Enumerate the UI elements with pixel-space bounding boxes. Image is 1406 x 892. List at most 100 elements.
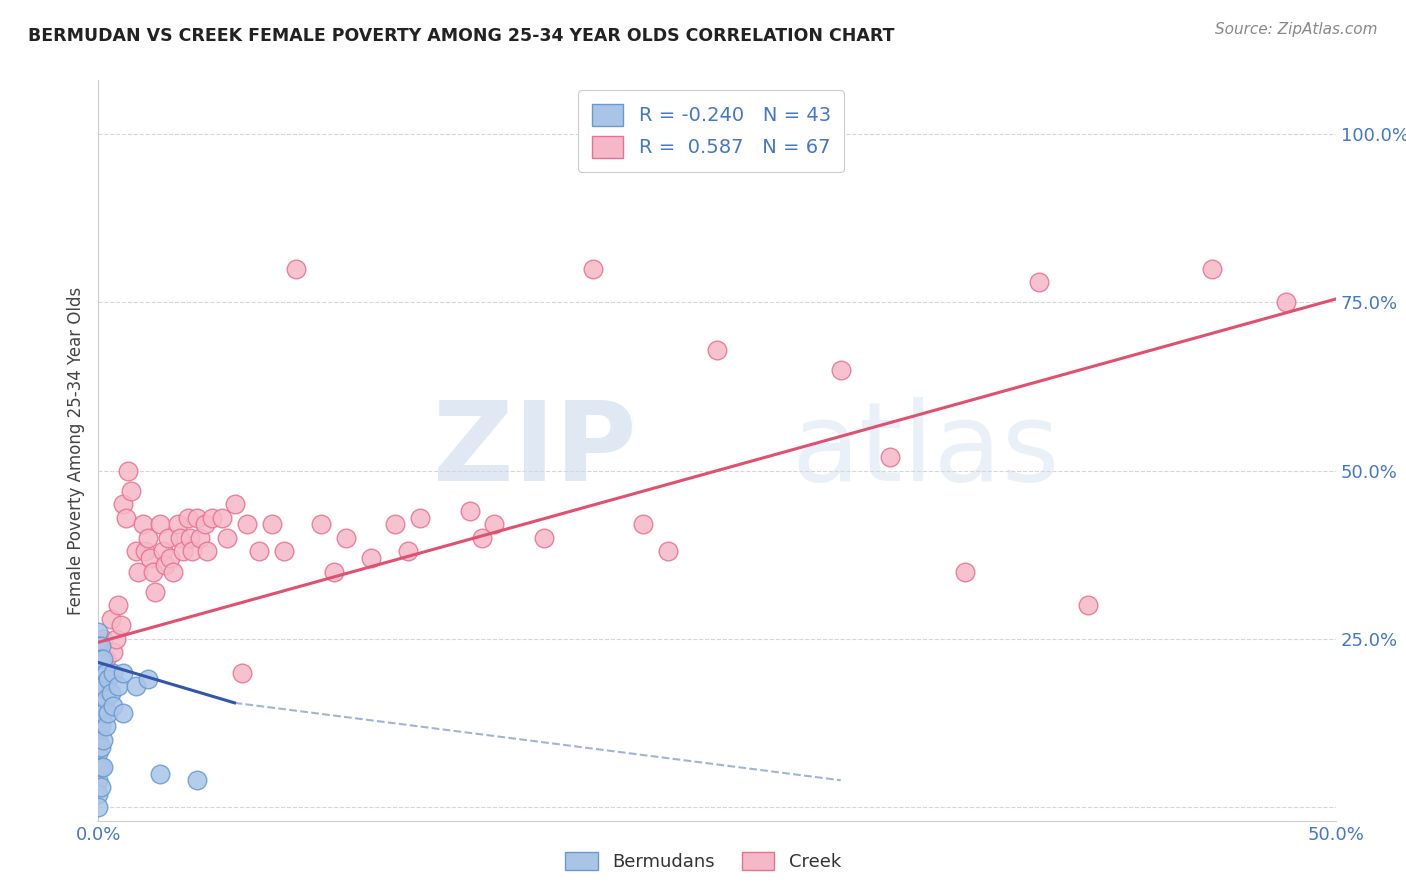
Point: [179, 531, 201, 545]
Point: [87, 719, 110, 733]
Point: [124, 544, 146, 558]
Point: [142, 565, 165, 579]
Point: [181, 544, 204, 558]
Point: [90, 699, 112, 714]
Point: [87, 692, 110, 706]
Point: [211, 510, 233, 524]
Point: [830, 362, 852, 376]
Point: [90, 679, 112, 693]
Point: [87, 679, 110, 693]
Point: [93, 732, 115, 747]
Point: [103, 665, 125, 680]
Point: [124, 679, 146, 693]
Point: [231, 665, 253, 680]
Point: [217, 531, 239, 545]
Point: [149, 766, 172, 780]
Point: [94, 665, 117, 680]
Point: [285, 261, 308, 276]
Legend: Bermudans, Creek: Bermudans, Creek: [558, 845, 848, 879]
Point: [162, 565, 184, 579]
Point: [87, 760, 110, 774]
Point: [87, 747, 110, 761]
Point: [87, 625, 110, 640]
Point: [97, 665, 120, 680]
Point: [103, 645, 125, 659]
Point: [93, 706, 115, 720]
Text: ZIP: ZIP: [433, 397, 637, 504]
Point: [159, 551, 181, 566]
Point: [156, 531, 179, 545]
Point: [87, 787, 110, 801]
Text: atlas: atlas: [792, 397, 1060, 504]
Point: [194, 517, 217, 532]
Point: [87, 773, 110, 788]
Point: [152, 544, 174, 558]
Text: Source: ZipAtlas.com: Source: ZipAtlas.com: [1215, 22, 1378, 37]
Point: [471, 531, 494, 545]
Point: [112, 497, 135, 511]
Point: [169, 531, 191, 545]
Point: [103, 699, 125, 714]
Point: [100, 612, 122, 626]
Point: [90, 739, 112, 754]
Point: [87, 800, 110, 814]
Point: [155, 558, 177, 572]
Text: BERMUDAN VS CREEK FEMALE POVERTY AMONG 25-34 YEAR OLDS CORRELATION CHART: BERMUDAN VS CREEK FEMALE POVERTY AMONG 2…: [28, 27, 894, 45]
Point: [201, 510, 224, 524]
Point: [260, 517, 283, 532]
Point: [166, 517, 188, 532]
Point: [1275, 295, 1298, 310]
Point: [224, 497, 246, 511]
Point: [87, 732, 110, 747]
Point: [93, 760, 115, 774]
Point: [93, 652, 115, 666]
Point: [100, 686, 122, 700]
Point: [90, 780, 112, 794]
Point: [94, 719, 117, 733]
Point: [127, 565, 149, 579]
Point: [657, 544, 679, 558]
Point: [112, 706, 135, 720]
Point: [120, 483, 142, 498]
Point: [1077, 599, 1099, 613]
Point: [188, 531, 211, 545]
Point: [104, 632, 127, 646]
Point: [90, 639, 112, 653]
Point: [90, 665, 112, 680]
Point: [533, 531, 555, 545]
Y-axis label: Female Poverty Among 25-34 Year Olds: Female Poverty Among 25-34 Year Olds: [66, 286, 84, 615]
Point: [90, 652, 112, 666]
Point: [87, 652, 110, 666]
Point: [186, 510, 208, 524]
Point: [396, 544, 419, 558]
Point: [172, 544, 194, 558]
Point: [132, 517, 155, 532]
Point: [953, 565, 976, 579]
Point: [360, 551, 382, 566]
Point: [87, 706, 110, 720]
Point: [139, 551, 162, 566]
Point: [117, 464, 139, 478]
Point: [384, 517, 406, 532]
Point: [706, 343, 728, 357]
Point: [582, 261, 605, 276]
Legend: R = -0.240   N = 43, R =  0.587   N = 67: R = -0.240 N = 43, R = 0.587 N = 67: [578, 90, 845, 172]
Point: [273, 544, 295, 558]
Point: [484, 517, 506, 532]
Point: [90, 719, 112, 733]
Point: [631, 517, 654, 532]
Point: [879, 450, 901, 465]
Point: [107, 679, 129, 693]
Point: [93, 679, 115, 693]
Point: [93, 632, 115, 646]
Point: [136, 673, 159, 687]
Point: [112, 665, 135, 680]
Point: [195, 544, 218, 558]
Point: [236, 517, 259, 532]
Point: [176, 510, 198, 524]
Point: [458, 504, 481, 518]
Point: [94, 692, 117, 706]
Point: [90, 760, 112, 774]
Point: [335, 531, 357, 545]
Point: [409, 510, 432, 524]
